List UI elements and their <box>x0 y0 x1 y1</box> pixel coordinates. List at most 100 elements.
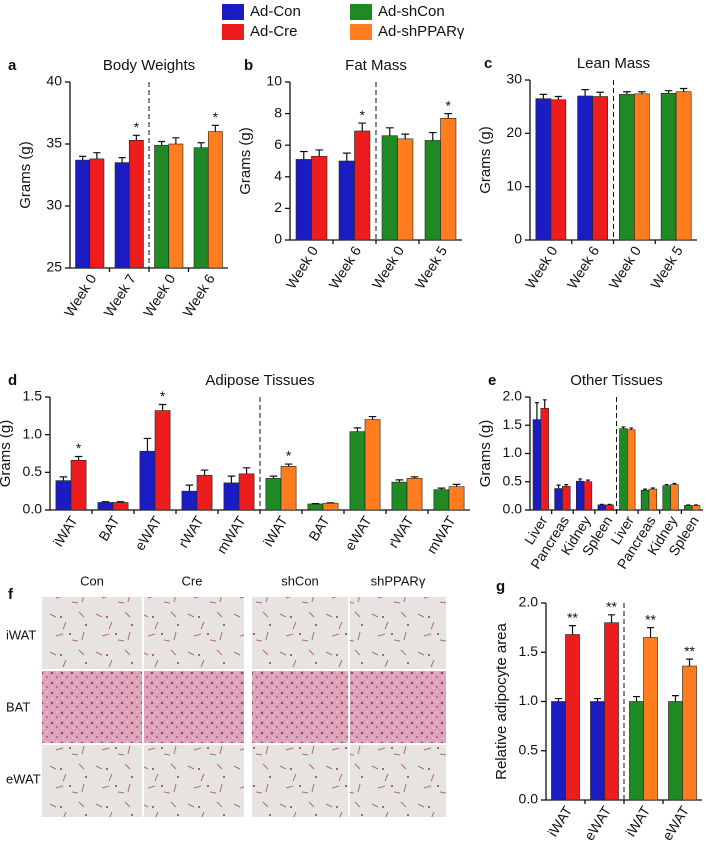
error-bar <box>132 134 140 141</box>
y-tick-label: 1.5 <box>519 643 539 659</box>
legend-swatch <box>222 24 244 40</box>
significance-marker: ** <box>606 599 617 615</box>
bar <box>605 504 614 511</box>
micrograph <box>144 671 244 743</box>
y-tick-label: 2.0 <box>519 594 539 610</box>
x-tick-label: iWAT <box>544 803 575 840</box>
chart-title: Adipose Tissues <box>205 372 314 389</box>
error-bar <box>664 90 673 94</box>
error-bar <box>556 484 561 489</box>
y-tick-label: 8 <box>274 104 282 120</box>
bar <box>338 160 355 241</box>
panel-letter: e <box>488 372 496 389</box>
significance-marker: ** <box>645 611 656 627</box>
panel-letter: f <box>8 586 14 603</box>
error-bar <box>581 89 589 96</box>
x-tick-label: BAT <box>305 513 333 544</box>
panel-letter: a <box>8 57 17 74</box>
bar <box>349 431 366 511</box>
error-bar <box>185 484 194 492</box>
bar <box>97 502 114 511</box>
error-bar <box>650 487 655 490</box>
legend-label: Ad-Con <box>250 3 301 20</box>
bar <box>322 502 339 511</box>
error-bar <box>358 122 367 131</box>
bar <box>70 459 87 511</box>
significance-marker: ** <box>684 643 695 659</box>
bar <box>540 407 549 511</box>
x-tick-label: Week 5 <box>647 243 686 292</box>
error-bar <box>284 463 293 467</box>
x-tick-label: Week 0 <box>140 271 179 320</box>
micrograph <box>144 745 244 817</box>
chart-panel: 0 2 4 6 8 10 Fat Mass b Grams (g) Week 0 Week 6 * We… <box>237 57 462 292</box>
bar <box>592 96 608 241</box>
bar <box>307 503 324 511</box>
error-bar <box>596 91 604 97</box>
bar <box>662 485 671 511</box>
error-bar <box>118 157 126 163</box>
y-tick-label: 0.0 <box>519 791 539 807</box>
legend-swatch <box>350 4 372 20</box>
x-tick-label: Week 0 <box>605 243 644 292</box>
error-bar <box>353 427 362 432</box>
legend-swatch <box>222 4 244 20</box>
bar <box>643 637 658 801</box>
y-axis-label: Grams (g) <box>0 420 14 488</box>
bar <box>75 159 91 269</box>
bar <box>181 490 198 511</box>
y-axis-label: Grams (g) <box>477 126 494 194</box>
error-bar <box>395 479 404 483</box>
legend-label: Ad-Cre <box>250 23 298 40</box>
error-bar <box>385 127 394 136</box>
error-bar <box>368 415 377 420</box>
bar <box>112 502 129 511</box>
error-bar <box>679 87 688 92</box>
y-tick-label: 20 <box>506 124 522 140</box>
error-bar <box>629 427 634 430</box>
histology-panel: f Con Cre shCon shPPARγ iWAT BAT eWAT <box>6 573 446 817</box>
bar <box>381 135 398 241</box>
legend-label: Ad-shPPARγ <box>378 23 465 40</box>
error-bar <box>143 437 152 452</box>
y-tick-label: 10 <box>506 177 522 193</box>
error-bar <box>101 501 110 503</box>
chart-panel: 0.0 0.5 1.0 1.5 2.0 g Relative adipocyte area i… <box>493 578 702 843</box>
error-bar <box>172 137 180 144</box>
error-bar <box>452 483 461 487</box>
significance-marker: * <box>76 440 82 456</box>
error-bar <box>586 479 590 482</box>
column-label: shPPARγ <box>371 573 426 588</box>
error-bar <box>211 124 219 132</box>
row-label: eWAT <box>6 771 41 786</box>
bar <box>424 140 441 241</box>
y-tick-label: 1.5 <box>23 388 43 404</box>
x-tick-label: eWAT <box>341 513 375 554</box>
error-bar <box>542 399 547 409</box>
y-tick-label: 0.0 <box>503 501 523 517</box>
bar <box>660 93 677 241</box>
bar <box>670 484 679 511</box>
error-bar <box>227 475 236 483</box>
y-tick-label: 30 <box>46 197 62 213</box>
bar <box>406 478 423 511</box>
error-bar <box>534 402 539 420</box>
micrograph <box>42 745 142 817</box>
bar <box>207 131 223 269</box>
bar <box>640 489 650 511</box>
error-bar <box>116 501 125 503</box>
bar <box>433 489 450 511</box>
significance-marker: * <box>160 388 166 404</box>
error-bar <box>554 95 563 100</box>
bar <box>551 701 566 801</box>
y-tick-label: 2.0 <box>503 388 523 404</box>
bar <box>89 158 105 269</box>
bar <box>114 162 130 269</box>
y-axis-label: Relative adipocyte area <box>493 622 510 779</box>
x-tick-label: BAT <box>95 513 123 544</box>
micrograph <box>42 597 142 669</box>
bar <box>562 485 571 511</box>
bar <box>196 475 213 511</box>
